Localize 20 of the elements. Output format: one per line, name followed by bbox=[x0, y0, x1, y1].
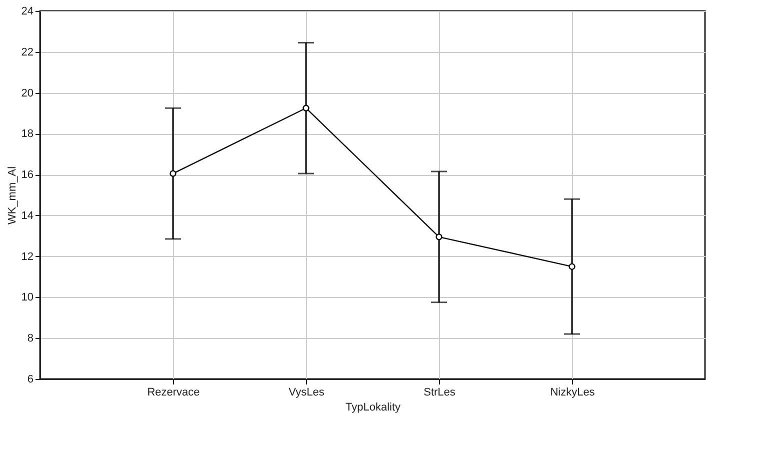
x-axis-title: TypLokality bbox=[345, 402, 402, 414]
y-tick-label: 10 bbox=[21, 292, 34, 304]
y-tick-label: 20 bbox=[21, 87, 34, 100]
x-tick-label: VysLes bbox=[288, 386, 325, 398]
y-tick-label: 22 bbox=[21, 46, 34, 58]
point bbox=[568, 263, 576, 270]
y-tick-label: 8 bbox=[27, 332, 34, 345]
point bbox=[170, 170, 176, 177]
y-tick-label: 18 bbox=[21, 128, 34, 140]
point bbox=[436, 234, 442, 240]
x-tick-label: StrLes bbox=[424, 386, 456, 398]
y-tick-label: 12 bbox=[21, 250, 34, 263]
y-tick-label: 6 bbox=[27, 374, 34, 386]
y-tick-label: 16 bbox=[21, 169, 34, 182]
x-tick-label: Rezervace bbox=[147, 386, 200, 398]
x-tick-label: NizkyLes bbox=[550, 386, 596, 398]
y-tick-label: 24 bbox=[21, 6, 34, 18]
y-axis-title: WK_mm_Al bbox=[6, 166, 18, 225]
y-tick-label: 14 bbox=[21, 210, 34, 222]
point bbox=[302, 104, 310, 112]
